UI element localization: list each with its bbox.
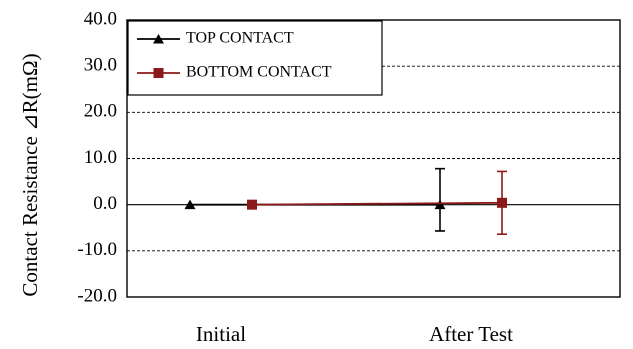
legend-item: BOTTOM CONTACT <box>137 64 332 81</box>
data-point-marker <box>247 199 257 210</box>
series-line <box>251 201 503 206</box>
series-0 <box>184 167 446 232</box>
data-point-marker <box>184 199 196 210</box>
data-point-marker <box>497 197 507 208</box>
data-point-marker <box>434 199 446 210</box>
legend-item: TOP CONTACT <box>137 30 294 47</box>
y-tick-label: -10.0 <box>77 239 117 260</box>
data-point-marker <box>153 34 164 44</box>
y-tick-labels: 40.0 30.0 20.0 10.0 0.0 -10.0 -20.0 <box>77 8 117 306</box>
series-1 <box>247 170 507 236</box>
plot-area <box>126 19 621 298</box>
legend-label: TOP CONTACT <box>186 30 294 47</box>
legend-label: BOTTOM CONTACT <box>186 64 332 81</box>
y-tick-label: 20.0 <box>84 101 117 122</box>
y-tick-label: 10.0 <box>84 147 117 168</box>
x-tick-label: Initial <box>196 322 246 346</box>
legend-box <box>127 20 383 96</box>
plot-frame <box>126 19 621 298</box>
data-point-marker <box>153 68 164 78</box>
y-tick-label: -20.0 <box>77 285 117 306</box>
y-tick-label: 40.0 <box>84 8 117 29</box>
y-axis-label: Contact Resistance ⊿R(mΩ) <box>18 53 42 296</box>
series-layer <box>184 167 507 236</box>
x-tick-label: After Test <box>429 322 513 346</box>
y-tick-label: 30.0 <box>84 55 117 76</box>
x-tick-labels: Initial After Test <box>196 322 513 346</box>
y-axis-label-group: Contact Resistance ⊿R(mΩ) <box>18 53 42 296</box>
legend: TOP CONTACT BOTTOM CONTACT <box>127 20 383 96</box>
y-tick-label: 0.0 <box>93 193 117 214</box>
